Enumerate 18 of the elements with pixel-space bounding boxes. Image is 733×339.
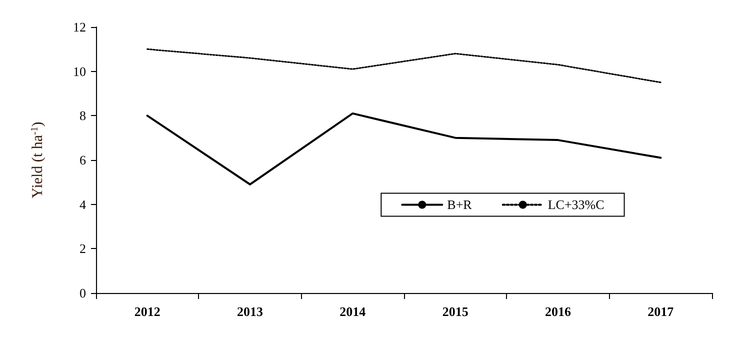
y-tick-label: 12 [73, 20, 86, 34]
x-tick-label: 2015 [442, 304, 469, 319]
legend-label: LC+33%C [548, 197, 604, 212]
y-tick-label: 0 [80, 286, 86, 300]
line-series [146, 112, 662, 186]
y-tick-label: 8 [80, 108, 86, 124]
x-tick-label: 2017 [648, 304, 674, 319]
legend-label: B+R [447, 197, 472, 212]
y-tick-label: 2 [80, 241, 86, 256]
x-tick-label: 2014 [340, 304, 366, 319]
x-tick-label: 2016 [545, 304, 572, 319]
y-tick-label: 10 [73, 64, 86, 79]
y-tick-label: 4 [80, 196, 86, 212]
line-series [146, 48, 662, 84]
x-tick-label: 2013 [237, 304, 264, 319]
x-tick-label: 2012 [134, 304, 160, 319]
y-tick-label: 6 [80, 152, 86, 168]
y-axis-title: Yield (t ha-1) [30, 122, 46, 198]
